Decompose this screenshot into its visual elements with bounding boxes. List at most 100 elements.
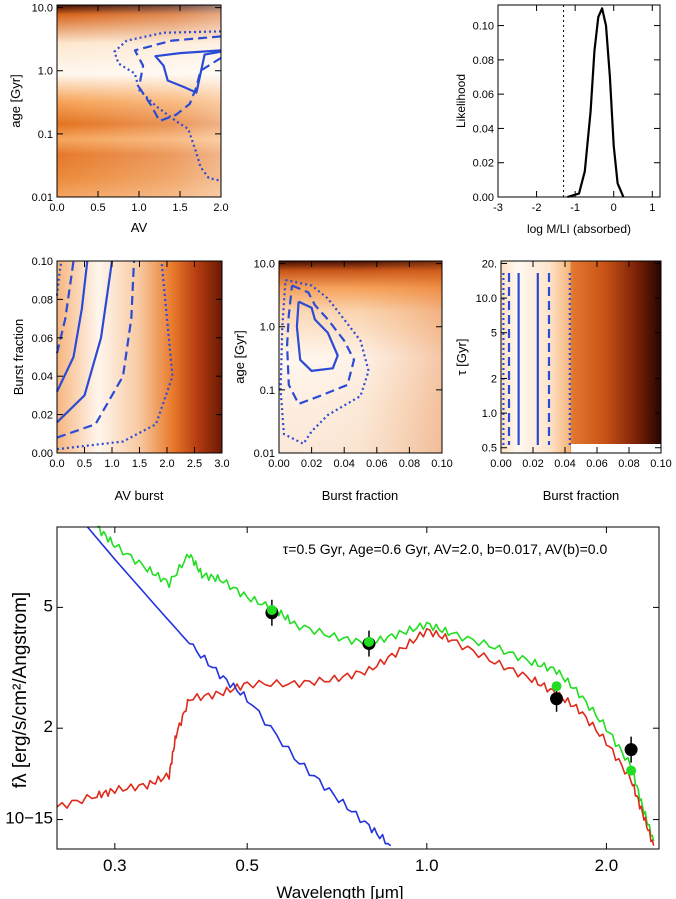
ylabel-age: age [Gyr] xyxy=(8,74,23,127)
y-tick-label: 0.00 xyxy=(473,192,494,204)
y-tick-label: 10−15 xyxy=(5,809,53,828)
x-tick-label: 1.5 xyxy=(172,202,187,214)
contour-dotted xyxy=(279,278,370,445)
sed-annotation: τ=0.5 Gyr, Age=0.6 Gyr, AV=2.0, b=0.017,… xyxy=(283,541,608,557)
sed-plot xyxy=(56,525,655,847)
x-tick-label: 0.0 xyxy=(49,202,64,214)
x-tick-label: 0.04 xyxy=(333,458,354,470)
contour-dotted xyxy=(113,30,222,182)
xlabel-av: AV xyxy=(131,220,148,235)
xlabel-log-ml: log M/LI (absorbed) xyxy=(527,222,631,236)
y-tick-label: 0.02 xyxy=(473,158,494,170)
y-tick-label: 1.0 xyxy=(260,322,275,334)
heatmap-shading xyxy=(279,261,442,453)
x-tick-label: 0.3 xyxy=(103,856,127,875)
model-photometry-point xyxy=(626,765,637,776)
model-photometry-point xyxy=(551,681,562,692)
panel-burst-fraction-vs-av-burst: 0.0 0.5 1.0 1.5 2.0 2.5 3.0 0.00 0.02 0.04 0.06 0.0… xyxy=(11,256,230,503)
xlabel-av-burst: AV burst xyxy=(115,488,164,503)
x-tick-label: 1 xyxy=(649,202,655,214)
ylabel-tau: τ [Gyr] xyxy=(454,339,469,376)
contour-solid xyxy=(154,49,222,94)
y-tick-label: 2 xyxy=(44,717,53,736)
x-tick-label: 2.0 xyxy=(595,856,619,875)
contours-tau-fb xyxy=(502,273,571,445)
x-tick-label: -2 xyxy=(532,202,542,214)
ylabel-flux: fλ [erg/s/cm²/Angstrom] xyxy=(10,592,31,788)
y-tick-label: 2 xyxy=(491,373,497,385)
y-tick-label: 0.10 xyxy=(473,21,494,33)
x-tick-label: 0.10 xyxy=(431,458,452,470)
ylabel-age: age [Gyr] xyxy=(232,330,247,383)
heatmap-shading xyxy=(57,5,221,197)
y-tick-label: 0.1 xyxy=(260,385,275,397)
likelihood-background xyxy=(498,5,660,197)
panel-tau-vs-burst-fraction: 0.00 0.02 0.04 0.06 0.08 0.100.51.02510.020. … xyxy=(454,258,672,503)
spectrum-old xyxy=(56,627,655,846)
y-tick-label: 10.0 xyxy=(32,3,53,15)
ylabel-burst-fraction: Burst fraction xyxy=(11,319,26,396)
heatmap-tau-fb xyxy=(501,261,661,453)
model-photometry-point xyxy=(266,605,277,616)
y-tick-label: 0.02 xyxy=(32,410,53,422)
y-tick-label: 0.5 xyxy=(482,443,497,455)
x-tick-label: 0.00 xyxy=(490,458,511,470)
y-tick-label: 0.00 xyxy=(32,448,53,460)
x-tick-label: 0.02 xyxy=(301,458,322,470)
y-tick-label: 1.0 xyxy=(482,408,497,420)
axes-tau-fb: 0.00 0.02 0.04 0.06 0.08 0.10 0.5 1.0 2 5 10.0 20. xyxy=(476,258,672,470)
spectrum-young xyxy=(86,526,392,847)
x-tick-label: 0.06 xyxy=(586,458,607,470)
sed-background xyxy=(57,527,659,849)
panel-age-vs-burst-fraction: 0.00 0.02 0.04 0.06 0.08 0.10 0.01 0.1 1.0 10.0 B… xyxy=(232,259,453,503)
contours-age-fb xyxy=(279,278,370,445)
y-tick-label: 0.08 xyxy=(473,55,494,67)
contour-solid xyxy=(56,260,114,424)
y-tick-label: 0.06 xyxy=(473,89,494,101)
y-tick-label: 5 xyxy=(491,328,497,340)
y-tick-label: 0.04 xyxy=(32,371,53,383)
model-photometry-point xyxy=(363,636,374,647)
axes-age-av: 0.0 0.5 1.0 1.5 2.0 0.01 0.1 1.0 10.0 xyxy=(32,3,229,214)
contour-dotted xyxy=(56,260,174,451)
x-tick-label: 2.0 xyxy=(213,202,228,214)
axes-sed: 0.3 0.5 1.0 2.0 10−15 2 5 xyxy=(5,527,659,875)
frame-likelihood xyxy=(497,4,661,198)
contours-age-av xyxy=(113,30,222,182)
x-tick-label: 0.08 xyxy=(618,458,639,470)
y-tick-label: 0.08 xyxy=(32,294,53,306)
xlabel-wavelength: Wavelength [μm] xyxy=(276,883,403,899)
x-tick-label: 1.5 xyxy=(132,458,147,470)
y-tick-label: 0.01 xyxy=(254,448,275,460)
frame-age-fb xyxy=(278,260,443,454)
y-tick-label: 5 xyxy=(44,596,53,615)
y-tick-label: 10.0 xyxy=(476,293,497,305)
x-tick-label: 0.06 xyxy=(366,458,387,470)
contour-solid xyxy=(56,260,89,393)
x-tick-label: -1 xyxy=(570,202,580,214)
x-tick-label: 0.5 xyxy=(90,202,105,214)
observation-point xyxy=(550,692,564,706)
ylabel-likelihood: Likelihood xyxy=(454,74,468,128)
frame-sed xyxy=(56,526,660,850)
contour-solid xyxy=(295,300,339,372)
y-tick-label: 10.0 xyxy=(254,259,275,271)
x-tick-label: 0.0 xyxy=(49,458,64,470)
contour-dashed xyxy=(56,260,136,439)
axes-age-fb: 0.00 0.02 0.04 0.06 0.08 0.10 0.01 0.1 1.0 10.0 xyxy=(254,259,453,470)
x-tick-label: 2.0 xyxy=(159,458,174,470)
y-tick-label: 0.1 xyxy=(38,129,53,141)
y-tick-label: 0.10 xyxy=(32,256,53,268)
y-tick-label: 0.01 xyxy=(32,192,53,204)
x-tick-label: 3.0 xyxy=(214,458,229,470)
likelihood-plot xyxy=(563,5,625,199)
x-tick-label: 2.5 xyxy=(187,458,202,470)
axes-fb-av: 0.0 0.5 1.0 1.5 2.0 2.5 3.0 0.00 0.02 0.04 0.06 0.0… xyxy=(32,256,230,470)
contour-dotted xyxy=(55,260,63,296)
x-tick-label: 0.5 xyxy=(77,458,92,470)
y-tick-label: 20. xyxy=(482,258,497,270)
x-tick-label: 0 xyxy=(611,202,617,214)
x-tick-label: 0.10 xyxy=(650,458,671,470)
contour-dashed xyxy=(133,35,222,123)
x-tick-label: -3 xyxy=(493,202,503,214)
